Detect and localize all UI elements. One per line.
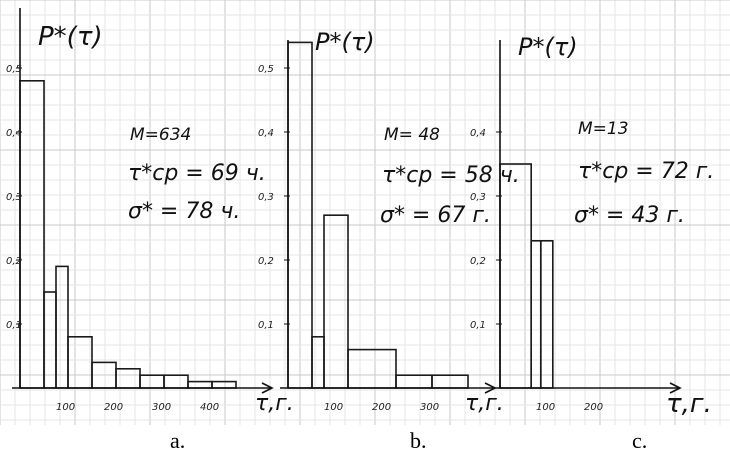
histogram-bar <box>140 375 164 388</box>
panel-caption: c. <box>632 428 647 453</box>
x-axis-label: τ,г. <box>666 389 712 419</box>
y-tick-label: 0,4 <box>470 128 486 139</box>
x-tick-label: 300 <box>420 402 439 413</box>
histogram-bar <box>44 292 56 388</box>
y-tick-label: 0,5 <box>258 64 274 75</box>
annotation-text: σ* = 43 г. <box>574 203 685 228</box>
histogram-bar <box>348 350 396 388</box>
histogram-bar <box>396 375 432 388</box>
annotation-text: σ* = 78 ч. <box>128 199 240 224</box>
x-tick-label: 200 <box>104 402 123 413</box>
histogram-bar <box>212 382 236 388</box>
y-tick-label: 0,2 <box>470 256 486 267</box>
histogram-bar <box>541 241 553 388</box>
annotation-text: M=634 <box>130 125 191 145</box>
x-tick-label: 400 <box>200 402 219 413</box>
annotation-text: M=13 <box>578 119 629 139</box>
annotation-text: τ*cp = 69 ч. <box>128 161 266 186</box>
y-tick-label: 0,2 <box>258 256 274 267</box>
x-tick-label: 200 <box>372 402 391 413</box>
y-tick-label: 0,1 <box>6 320 22 331</box>
annotation-text: M= 48 <box>384 125 440 145</box>
x-axis-label: τ,г. <box>465 391 504 416</box>
x-tick-label: 200 <box>584 402 603 413</box>
annotation-text: τ*cp = 58 ч. <box>382 163 520 188</box>
histogram-bar <box>20 81 44 388</box>
y-tick-label: 0,4 <box>6 128 22 139</box>
x-tick-label: 100 <box>536 402 555 413</box>
x-tick-label: 300 <box>152 402 171 413</box>
y-tick-label: 0,2 <box>6 256 22 267</box>
y-tick-label: 0,3 <box>258 192 274 203</box>
y-tick-label: 0,1 <box>470 320 486 331</box>
histogram-bar <box>68 337 92 388</box>
x-tick-label: 100 <box>56 402 75 413</box>
histogram-bar <box>500 164 531 388</box>
panel-caption: a. <box>170 428 185 453</box>
panel-caption: b. <box>410 428 427 453</box>
annotation-text: τ*cp = 72 г. <box>578 159 714 184</box>
y-tick-label: 0,4 <box>258 128 274 139</box>
y-tick-label: 0,1 <box>258 320 274 331</box>
histogram-bar <box>531 241 541 388</box>
y-tick-label: 0,3 <box>470 192 486 203</box>
histogram-bar <box>312 337 324 388</box>
x-tick-label: 100 <box>324 402 343 413</box>
y-tick-label: 0,3 <box>6 192 22 203</box>
histogram-bar <box>164 375 188 388</box>
y-axis-label: P*(τ) <box>315 28 375 56</box>
y-axis-label: P*(τ) <box>38 22 103 52</box>
annotation-text: σ* = 67 г. <box>380 203 491 228</box>
y-tick-label: 0,5 <box>6 64 22 75</box>
histogram-bar <box>188 382 212 388</box>
histogram-bar <box>324 215 348 388</box>
y-axis-label: P*(τ) <box>518 33 578 61</box>
x-axis-label: τ,г. <box>255 391 294 416</box>
